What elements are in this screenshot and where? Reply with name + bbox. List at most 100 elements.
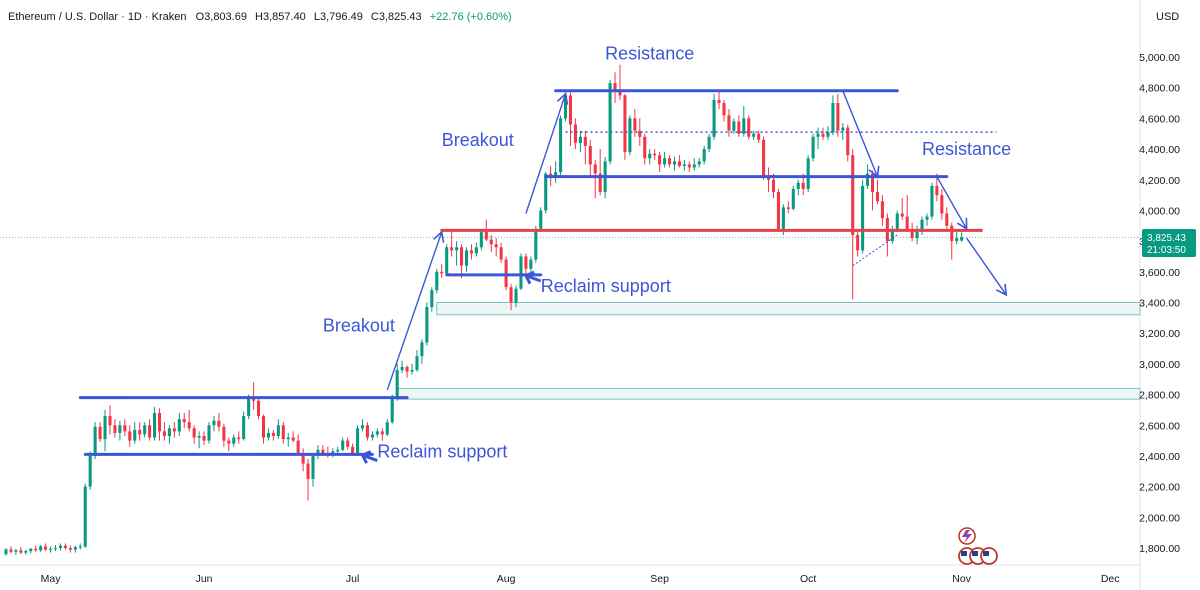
candle-body: [331, 451, 335, 455]
candle: [133, 422, 137, 444]
candle: [256, 397, 261, 420]
time-axis-ticks: May Jun Jul Aug Sep Oct Nov Dec: [41, 573, 1120, 585]
candle: [365, 422, 369, 441]
candle: [846, 124, 850, 162]
candle: [360, 419, 365, 432]
candle: [24, 549, 28, 555]
candle: [370, 431, 374, 441]
candle-body: [633, 118, 637, 131]
candle: [123, 419, 127, 436]
open-value: 3,803.69: [204, 11, 247, 23]
annotation-label[interactable]: Breakout: [442, 130, 514, 150]
candle-body: [851, 155, 855, 235]
candle: [153, 406, 157, 441]
reclaim-support-pointer-aug[interactable]: [523, 270, 542, 285]
candle-body: [514, 288, 518, 303]
price-tick-label: 4,000.00: [1139, 205, 1180, 217]
candle: [49, 546, 53, 553]
candle: [742, 106, 746, 137]
annotation-label[interactable]: Resistance: [605, 43, 694, 63]
candle: [44, 543, 48, 552]
candle-body: [217, 420, 221, 427]
arrow-drawings: [360, 90, 1008, 464]
candle-body: [608, 83, 612, 162]
candle: [836, 93, 840, 137]
candle-body: [306, 463, 310, 479]
candle: [667, 155, 672, 168]
candle: [410, 363, 414, 375]
candle-body: [316, 449, 320, 456]
time-tick-label: Jun: [196, 573, 213, 585]
candlestick-series: [4, 64, 964, 556]
candle-body: [544, 173, 548, 211]
candle: [177, 412, 181, 436]
candle: [737, 115, 741, 137]
time-tick-label: Dec: [1101, 573, 1120, 585]
currency-label[interactable]: USD: [1156, 11, 1179, 23]
candle-body: [78, 546, 82, 548]
candle: [841, 122, 845, 140]
candle: [346, 437, 350, 450]
candle-body: [534, 228, 538, 260]
us-flags-icon[interactable]: [958, 547, 998, 565]
low-value: 3,796.49: [320, 11, 363, 23]
candle-body: [791, 188, 795, 209]
rejection-arrow-october[interactable]: [842, 90, 880, 179]
candle: [455, 241, 459, 266]
candle: [138, 422, 142, 441]
time-tick-label: Aug: [497, 573, 516, 585]
candle: [821, 127, 825, 140]
candle: [19, 547, 23, 555]
candle-body: [68, 548, 72, 550]
breakout-arrow-july[interactable]: [386, 230, 445, 391]
reclaim-support-pointer-jul[interactable]: [360, 450, 378, 464]
candle-body: [19, 550, 23, 553]
candle: [588, 139, 592, 177]
candle: [405, 365, 409, 378]
candle-body: [613, 83, 617, 91]
candle: [895, 210, 899, 232]
candle: [806, 155, 810, 193]
annotation-label[interactable]: Breakout: [323, 316, 395, 336]
candle: [385, 419, 389, 436]
last-price-value: 3,825.43: [1147, 233, 1186, 244]
candle: [727, 109, 731, 137]
events-icons[interactable]: [958, 527, 998, 565]
candle-body: [910, 228, 914, 239]
arrow-head: [556, 92, 569, 105]
candle-body: [53, 548, 58, 549]
candle-body: [692, 164, 696, 168]
candle-body: [336, 449, 340, 452]
projection-arrow-shaft: [966, 237, 1007, 296]
annotation-label[interactable]: Resistance: [922, 139, 1011, 159]
arrow-head: [996, 283, 1008, 297]
candle: [172, 422, 176, 438]
projection-arrow[interactable]: [966, 237, 1008, 297]
candle: [752, 130, 756, 140]
low-label: L: [314, 11, 320, 23]
rising-dotted-trendline[interactable]: [852, 234, 898, 267]
breakout-arrow-august[interactable]: [525, 92, 569, 214]
candle: [950, 222, 954, 260]
candle: [856, 231, 860, 257]
rejection-arrow-late-october[interactable]: [936, 176, 968, 231]
candle-body: [762, 139, 766, 177]
candle: [851, 149, 855, 300]
candle-body: [440, 271, 444, 274]
candle: [88, 451, 92, 490]
candle-body: [118, 425, 122, 433]
candle-body: [24, 551, 28, 553]
candle: [83, 483, 87, 548]
candle: [514, 285, 518, 308]
candle-body: [128, 431, 132, 441]
annotation-label[interactable]: Reclaim support: [541, 276, 671, 296]
candle: [831, 95, 835, 136]
price-tick-label: 2,800.00: [1139, 390, 1180, 402]
annotation-label[interactable]: Reclaim support: [377, 441, 507, 461]
candle: [623, 93, 627, 160]
candle-body: [801, 182, 805, 189]
candle: [73, 545, 77, 553]
candle: [29, 548, 33, 554]
candle-body: [940, 195, 944, 214]
